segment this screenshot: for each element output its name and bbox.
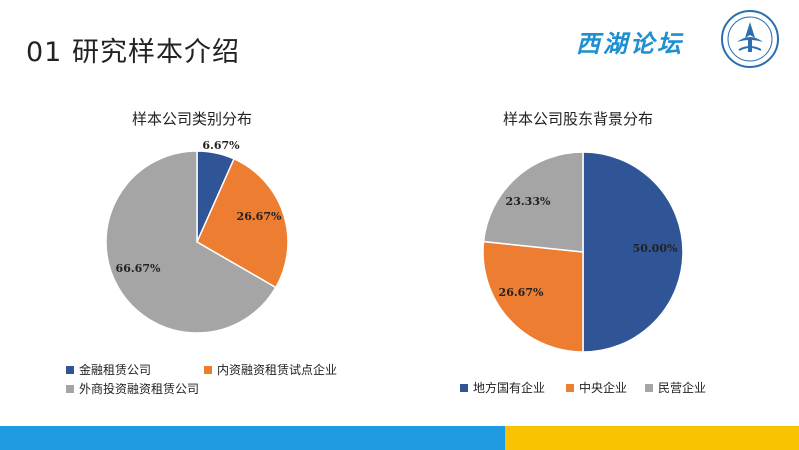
data-label: 66.67% — [116, 262, 161, 275]
logo-text: 西湖论坛 — [576, 29, 684, 58]
legend-label: 地方国有企业 — [473, 381, 546, 395]
legend-swatch — [204, 365, 212, 374]
legend-swatch — [66, 384, 74, 393]
legend-item: 中央企业 — [566, 379, 627, 396]
data-label: 6.67% — [202, 139, 240, 152]
data-label: 26.67% — [237, 210, 282, 223]
legend-item: 外商投资融资租赁公司 — [66, 380, 199, 397]
footer-bar-yellow — [505, 426, 799, 450]
legend-item: 民营企业 — [645, 379, 706, 396]
data-label: 50.00% — [633, 242, 678, 255]
legend-label: 内资融资租赁试点企业 — [217, 363, 338, 377]
legend-label: 外商投资融资租赁公司 — [79, 382, 200, 396]
legend-swatch — [566, 383, 574, 392]
legend-item: 地方国有企业 — [460, 379, 545, 396]
chart1-title: 样本公司类别分布 — [132, 110, 253, 128]
legend-label: 金融租赁公司 — [79, 363, 152, 377]
pie-slice — [482, 240, 584, 353]
legend-label: 民营企业 — [658, 381, 707, 395]
slide-title: 01 研究样本介绍 — [26, 37, 240, 68]
data-label: 26.67% — [499, 286, 544, 299]
pie-slice — [482, 151, 584, 253]
chart2-title: 样本公司股东背景分布 — [503, 110, 654, 128]
legend-label: 中央企业 — [579, 381, 628, 395]
legend-swatch — [645, 383, 653, 392]
legend-item: 内资融资租赁试点企业 — [204, 361, 337, 378]
data-label: 23.33% — [506, 195, 551, 208]
emblem-icon — [721, 10, 779, 68]
logo: 西湖论坛 — [576, 8, 781, 70]
pie-slice — [105, 150, 277, 334]
pie-slice — [196, 157, 289, 289]
legend-swatch — [66, 365, 74, 374]
legend-swatch — [460, 383, 468, 392]
legend-item: 金融租赁公司 — [66, 361, 151, 378]
footer-bar-blue — [0, 426, 505, 450]
pie-slice — [582, 151, 684, 353]
